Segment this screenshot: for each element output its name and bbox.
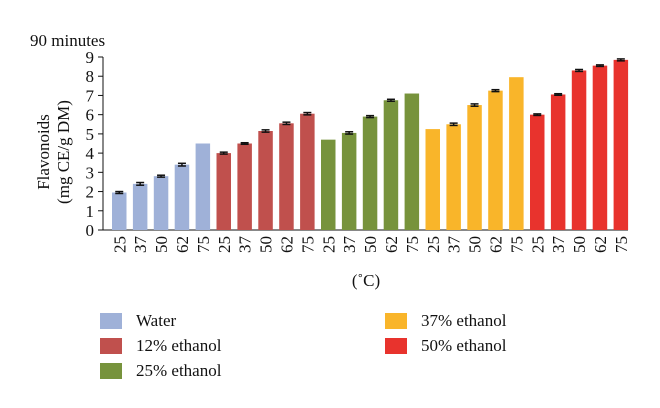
x-tick-label: 62 xyxy=(591,236,610,253)
x-tick-label: 37 xyxy=(340,236,359,254)
bar xyxy=(321,139,336,230)
y-tick-label: 1 xyxy=(86,202,95,221)
x-tick-label: 62 xyxy=(277,236,296,253)
y-axis-title-line-1: Flavonoids xyxy=(34,114,53,190)
y-tick-label: 7 xyxy=(86,86,95,105)
bar xyxy=(530,114,545,230)
bar xyxy=(300,113,315,230)
x-tick-label: 50 xyxy=(466,236,485,253)
bar xyxy=(279,123,294,230)
x-tick-label: 25 xyxy=(424,236,443,253)
y-tick-label: 6 xyxy=(86,106,95,125)
x-axis-title: (˚C) xyxy=(352,271,380,290)
y-axis-title-line-2: (mg CE/g DM) xyxy=(54,100,73,204)
x-tick-label: 37 xyxy=(131,236,150,254)
bar xyxy=(132,183,148,230)
bar xyxy=(404,93,420,231)
bar xyxy=(509,77,524,230)
x-tick-label: 37 xyxy=(549,236,568,254)
bar xyxy=(112,192,127,230)
bar xyxy=(195,143,211,230)
y-tick-label: 4 xyxy=(86,144,95,163)
x-tick-label: 25 xyxy=(528,236,547,253)
bar xyxy=(571,70,587,230)
y-tick-label: 5 xyxy=(86,125,95,144)
y-axis-title: Flavonoids (mg CE/g DM) xyxy=(34,100,73,204)
x-tick-label: 50 xyxy=(361,236,380,253)
x-tick-label: 62 xyxy=(382,236,401,253)
bar xyxy=(237,143,252,230)
x-tick-label: 37 xyxy=(236,236,255,254)
bar xyxy=(383,100,399,230)
bar xyxy=(592,65,608,231)
bar xyxy=(446,124,461,230)
y-tick-label: 8 xyxy=(86,67,95,86)
x-tick-label: 62 xyxy=(486,236,505,253)
chart-title: 90 minutes xyxy=(30,31,105,50)
x-tick-label: 75 xyxy=(612,236,631,253)
bar xyxy=(174,164,190,230)
y-tick-label: 2 xyxy=(86,183,95,202)
bar xyxy=(362,116,378,230)
bar xyxy=(341,132,357,230)
x-tick-label: 75 xyxy=(403,236,422,253)
x-tick-label: 75 xyxy=(194,236,213,253)
y-tick-label: 0 xyxy=(86,221,95,240)
bar xyxy=(467,105,482,230)
bar xyxy=(153,176,169,230)
bar xyxy=(488,90,503,230)
bar xyxy=(550,94,566,230)
bar xyxy=(613,59,629,231)
x-tick-label: 25 xyxy=(215,236,234,253)
y-tick-label: 9 xyxy=(86,48,95,67)
x-tick-label: 37 xyxy=(445,236,464,254)
bar xyxy=(425,129,440,230)
bar xyxy=(216,153,231,230)
x-tick-label: 75 xyxy=(507,236,526,253)
y-tick-label: 3 xyxy=(86,163,95,182)
x-tick-label: 50 xyxy=(257,236,276,253)
x-tick-label: 62 xyxy=(173,236,192,253)
bar xyxy=(258,131,273,230)
x-tick-label: 25 xyxy=(110,236,129,253)
x-tick-label: 50 xyxy=(570,236,589,253)
x-tick-label: 75 xyxy=(298,236,317,253)
x-tick-label: 50 xyxy=(152,236,171,253)
x-tick-label: 25 xyxy=(319,236,338,253)
bars xyxy=(112,58,629,231)
